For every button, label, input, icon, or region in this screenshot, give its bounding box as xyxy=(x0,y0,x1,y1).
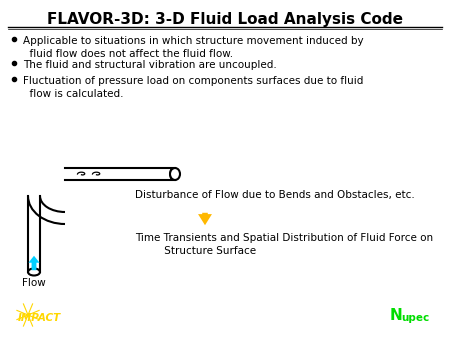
Text: Applicable to situations in which structure movement induced by
  fluid flow doe: Applicable to situations in which struct… xyxy=(23,36,364,59)
Text: Disturbance of Flow due to Bends and Obstacles, etc.: Disturbance of Flow due to Bends and Obs… xyxy=(135,190,415,200)
Text: Flow: Flow xyxy=(22,278,46,288)
Text: Time Transients and Spatial Distribution of Fluid Force on
         Structure Su: Time Transients and Spatial Distribution… xyxy=(135,233,433,256)
Text: upec: upec xyxy=(401,313,429,323)
Text: Fluctuation of pressure load on components surfaces due to fluid
  flow is calcu: Fluctuation of pressure load on componen… xyxy=(23,76,364,99)
Text: N: N xyxy=(390,308,403,323)
Text: FLAVOR-3D: 3-D Fluid Load Analysis Code: FLAVOR-3D: 3-D Fluid Load Analysis Code xyxy=(47,12,403,27)
Text: IMPACT: IMPACT xyxy=(18,313,61,323)
Text: The fluid and structural vibration are uncoupled.: The fluid and structural vibration are u… xyxy=(23,60,277,70)
